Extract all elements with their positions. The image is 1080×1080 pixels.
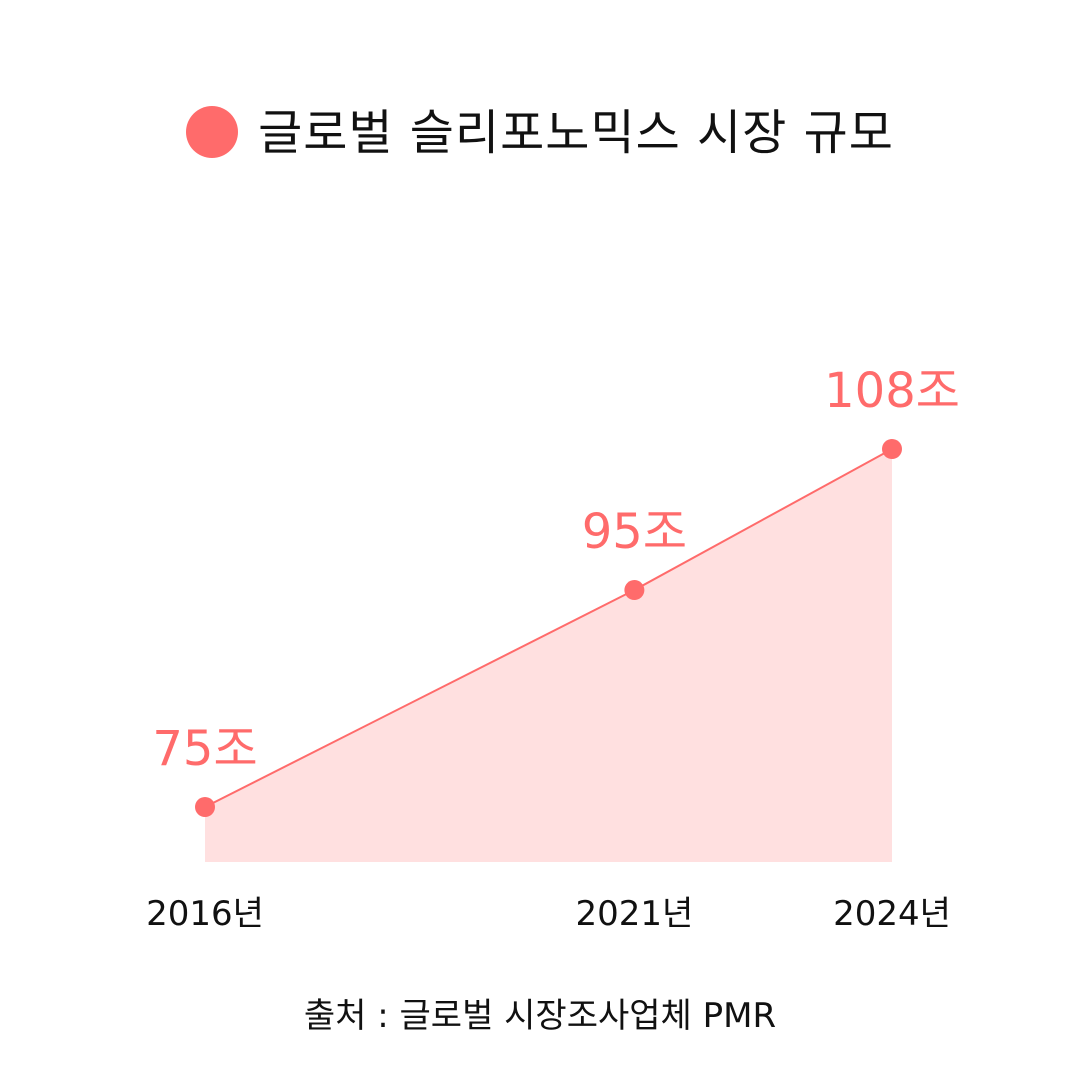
data-point-2: [882, 439, 902, 459]
x-tick-label-1: 2021년: [575, 894, 693, 934]
chart-title: 글로벌 슬리포노믹스 시장 규모: [258, 105, 894, 161]
data-point-0: [195, 797, 215, 817]
chart-area-fill: [205, 449, 892, 862]
data-label-1: 95조: [582, 504, 687, 560]
x-tick-label-0: 2016년: [146, 894, 264, 934]
data-label-0: 75조: [152, 721, 257, 777]
source-note: 출처 : 글로벌 시장조사업체 PMR: [303, 996, 777, 1036]
data-point-1: [624, 580, 645, 601]
x-tick-label-2: 2024년: [833, 894, 951, 934]
title-bullet-dot: [186, 106, 239, 158]
chart-title-row: 글로벌 슬리포노믹스 시장 규모: [0, 88, 1080, 168]
data-label-2: 108조: [824, 363, 960, 419]
